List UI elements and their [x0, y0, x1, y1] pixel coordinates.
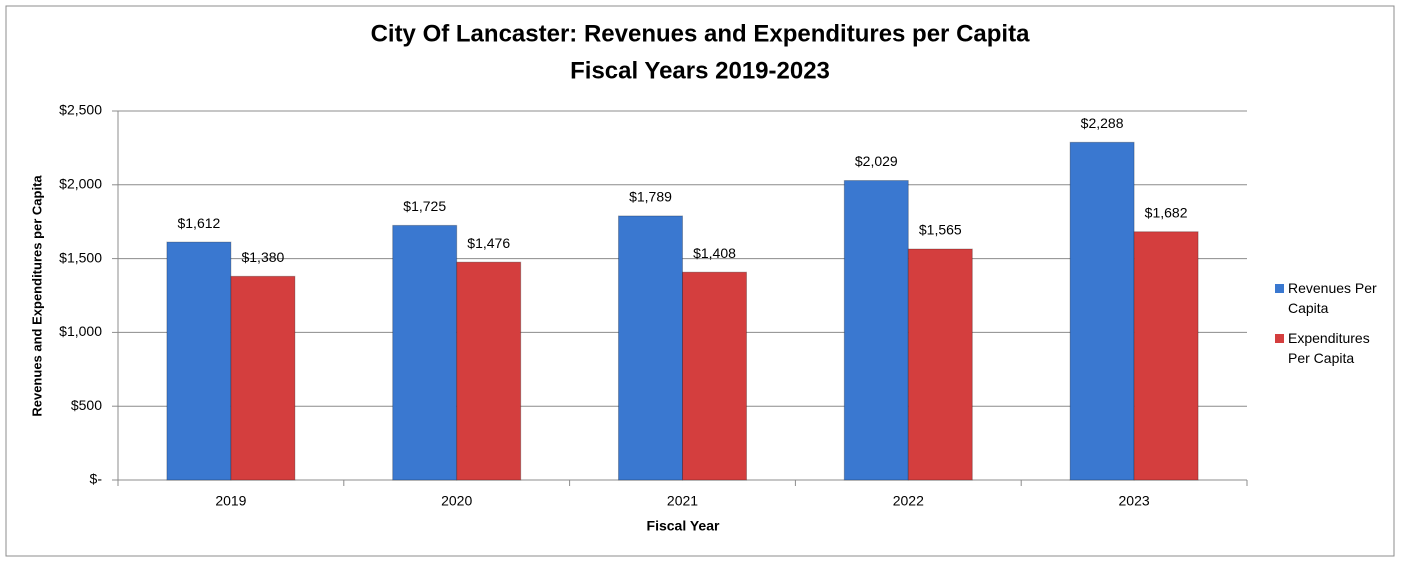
x-tick-label: 2022: [893, 493, 924, 509]
chart-subtitle: Fiscal Years 2019-2023: [570, 57, 830, 84]
legend-label: Expenditures Per Capita: [1288, 330, 1370, 366]
data-label: $2,029: [855, 153, 898, 169]
chart-title: City Of Lancaster: Revenues and Expendit…: [371, 20, 1031, 47]
data-label: $1,408: [693, 245, 736, 261]
legend-swatch: [1275, 334, 1284, 343]
legend-swatch: [1275, 284, 1284, 293]
bar: [843, 180, 909, 481]
bar: [456, 261, 522, 481]
bar: [1133, 231, 1199, 481]
data-label: $1,565: [919, 222, 962, 238]
bar: [907, 248, 973, 481]
legend-label: Revenues Per Capita: [1288, 280, 1377, 316]
x-tick-label: 2019: [215, 493, 246, 509]
data-label: $1,682: [1145, 204, 1188, 220]
data-label: $1,380: [241, 249, 284, 265]
bar: [618, 215, 683, 481]
y-tick-label: $-: [90, 471, 103, 487]
data-label: $2,288: [1081, 115, 1124, 131]
bar: [230, 275, 296, 481]
y-tick-label: $1,500: [59, 249, 102, 265]
x-tick-label: 2021: [667, 493, 698, 509]
y-tick-label: $1,000: [59, 323, 102, 339]
bar: [392, 224, 458, 481]
x-tick-label: 2023: [1119, 493, 1150, 509]
data-label: $1,725: [403, 198, 446, 214]
data-label: $1,612: [177, 215, 220, 231]
bar: [166, 241, 232, 481]
y-tick-label: $2,500: [59, 102, 102, 118]
bar: [1069, 141, 1135, 481]
bar: [682, 271, 747, 481]
x-axis-title: Fiscal Year: [647, 518, 720, 534]
data-label: $1,789: [629, 189, 672, 205]
y-axis-title: Revenues and Expenditures per Capita: [29, 175, 44, 417]
data-label: $1,476: [467, 235, 510, 251]
y-tick-label: $2,000: [59, 176, 102, 192]
y-tick-label: $500: [71, 397, 102, 413]
x-tick-label: 2020: [441, 493, 472, 509]
